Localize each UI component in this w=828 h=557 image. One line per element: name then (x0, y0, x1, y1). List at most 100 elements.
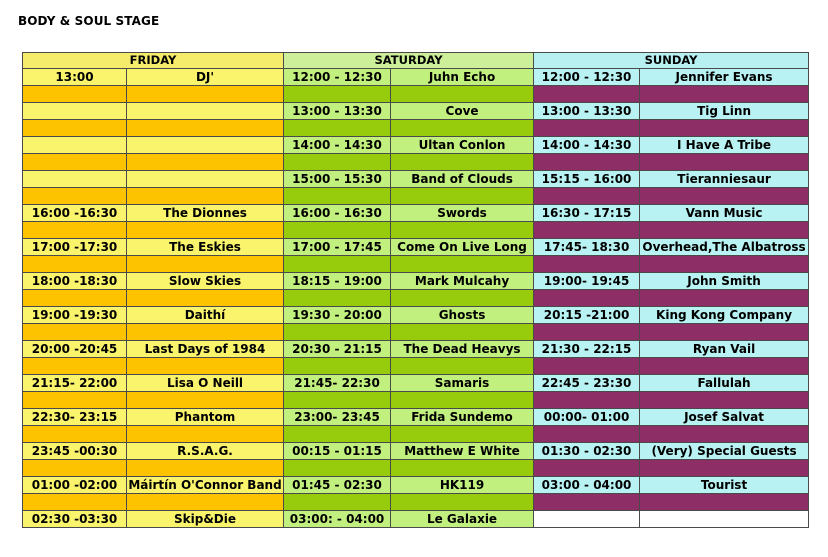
spacer-cell (639, 357, 810, 375)
friday-time-cell (22, 136, 127, 154)
friday-act-cell (125, 136, 285, 154)
friday-act-cell: Skip&Die (125, 510, 285, 528)
sunday-time-cell: 19:00- 19:45 (533, 272, 641, 290)
spacer-row (22, 289, 810, 307)
spacer-cell (22, 187, 127, 205)
spacer-cell (639, 255, 810, 273)
saturday-time-cell: 23:00- 23:45 (283, 408, 392, 426)
spacer-cell (125, 289, 285, 307)
spacer-cell (22, 493, 127, 511)
sunday-act-cell: Jennifer Evans (639, 68, 810, 86)
sunday-time-cell: 14:00 - 14:30 (533, 136, 641, 154)
spacer-cell (22, 357, 127, 375)
spacer-cell (125, 323, 285, 341)
friday-act-cell: Máirtín O'Connor Band (125, 476, 285, 494)
schedule-row: 13:00 DJ' 12:00 - 12:30 Juhn Echo 12:00 - 12… (22, 68, 810, 86)
saturday-time-cell: 20:30 - 21:15 (283, 340, 392, 358)
spacer-cell (533, 85, 641, 103)
spacer-cell (283, 85, 392, 103)
spacer-cell (283, 255, 392, 273)
spacer-cell (125, 187, 285, 205)
schedule-row: 17:00 -17:30 The Eskies 17:00 - 17:45 Come … (22, 238, 810, 256)
spacer-cell (390, 323, 535, 341)
sunday-time-cell: 20:15 -21:00 (533, 306, 641, 324)
spacer-row (22, 323, 810, 341)
saturday-time-cell: 03:00: - 04:00 (283, 510, 392, 528)
friday-act-cell: The Dionnes (125, 204, 285, 222)
day-header-row: FRIDAY SATURDAY SUNDAY (21, 52, 810, 69)
sunday-act-cell: Overhead,The Albatross (639, 238, 810, 256)
schedule-row: 13:00 - 13:30 Cove 13:00 - 13:30 Tig Linn (22, 102, 810, 120)
spacer-cell (390, 391, 535, 409)
schedule-row: 02:30 -03:30 Skip&Die 03:00: - 04:00 Le Gal… (22, 510, 810, 528)
friday-time-cell: 18:00 -18:30 (22, 272, 127, 290)
spacer-cell (283, 391, 392, 409)
friday-act-cell: Slow Skies (125, 272, 285, 290)
saturday-act-cell: Swords (390, 204, 535, 222)
day-header-saturday: SATURDAY (283, 52, 535, 69)
friday-act-cell: Daithí (125, 306, 285, 324)
spacer-cell (533, 153, 641, 171)
spacer-cell (533, 289, 641, 307)
sunday-time-cell: 21:30 - 22:15 (533, 340, 641, 358)
saturday-act-cell: Le Galaxie (390, 510, 535, 528)
friday-time-cell: 23:45 -00:30 (22, 442, 127, 460)
spacer-cell (22, 391, 127, 409)
spacer-row (22, 493, 810, 511)
schedule-row: 18:00 -18:30 Slow Skies 18:15 - 19:00 Mark … (22, 272, 810, 290)
sunday-act-cell: I Have A Tribe (639, 136, 810, 154)
spacer-cell (390, 493, 535, 511)
friday-time-cell: 01:00 -02:00 (22, 476, 127, 494)
sunday-time-cell: 03:00 - 04:00 (533, 476, 641, 494)
day-header-sunday: SUNDAY (533, 52, 810, 69)
sunday-act-cell: Ryan Vail (639, 340, 810, 358)
spacer-cell (639, 323, 810, 341)
saturday-time-cell: 00:15 - 01:15 (283, 442, 392, 460)
spacer-cell (22, 459, 127, 477)
spacer-cell (533, 425, 641, 443)
spacer-cell (283, 221, 392, 239)
friday-time-cell: 22:30- 23:15 (22, 408, 127, 426)
spacer-cell (533, 221, 641, 239)
spacer-cell (390, 85, 535, 103)
spacer-cell (639, 459, 810, 477)
spacer-cell (639, 425, 810, 443)
saturday-act-cell: Matthew E White (390, 442, 535, 460)
spacer-row (22, 391, 810, 409)
saturday-time-cell: 12:00 - 12:30 (283, 68, 392, 86)
friday-act-cell (125, 170, 285, 188)
spacer-cell (390, 289, 535, 307)
schedule-body: 13:00 DJ' 12:00 - 12:30 Juhn Echo 12:00 - 12… (22, 68, 810, 528)
friday-act-cell: Last Days of 1984 (125, 340, 285, 358)
friday-time-cell (22, 170, 127, 188)
schedule-row: 21:15- 22:00 Lisa O Neill 21:45- 22:30 Sama… (22, 374, 810, 392)
friday-time-cell: 19:00 -19:30 (22, 306, 127, 324)
spacer-cell (125, 85, 285, 103)
sunday-act-cell: Tig Linn (639, 102, 810, 120)
spacer-row (22, 187, 810, 205)
spacer-row (22, 255, 810, 273)
sunday-time-cell: 15:15 - 16:00 (533, 170, 641, 188)
saturday-time-cell: 16:00 - 16:30 (283, 204, 392, 222)
sunday-time-cell (533, 510, 641, 528)
friday-act-cell: Phantom (125, 408, 285, 426)
spacer-cell (390, 255, 535, 273)
spacer-cell (533, 493, 641, 511)
saturday-time-cell: 21:45- 22:30 (283, 374, 392, 392)
spacer-cell (390, 187, 535, 205)
sunday-act-cell: Tieranniesaur (639, 170, 810, 188)
spacer-cell (390, 459, 535, 477)
saturday-act-cell: Juhn Echo (390, 68, 535, 86)
spacer-row (22, 153, 810, 171)
sunday-time-cell: 13:00 - 13:30 (533, 102, 641, 120)
sunday-act-cell: Fallulah (639, 374, 810, 392)
spacer-cell (22, 255, 127, 273)
sunday-time-cell: 16:30 - 17:15 (533, 204, 641, 222)
saturday-act-cell: Ultan Conlon (390, 136, 535, 154)
spacer-cell (533, 459, 641, 477)
friday-time-cell (22, 102, 127, 120)
sunday-act-cell: Vann Music (639, 204, 810, 222)
friday-act-cell: DJ' (125, 68, 285, 86)
spacer-cell (125, 493, 285, 511)
spacer-cell (283, 493, 392, 511)
